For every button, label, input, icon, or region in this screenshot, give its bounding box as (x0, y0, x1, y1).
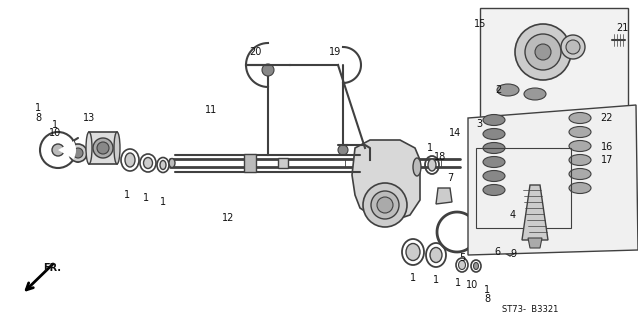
Text: 10: 10 (466, 280, 478, 290)
Polygon shape (528, 238, 542, 248)
Polygon shape (494, 220, 526, 256)
Circle shape (500, 228, 520, 248)
Bar (89, 132, 117, 164)
Ellipse shape (459, 260, 466, 269)
Text: 1: 1 (52, 120, 58, 130)
Text: 3: 3 (476, 119, 482, 129)
Text: 11: 11 (205, 105, 217, 115)
Text: 1: 1 (484, 285, 490, 295)
Wedge shape (58, 141, 76, 159)
Polygon shape (352, 140, 420, 220)
Circle shape (377, 197, 393, 213)
Circle shape (525, 34, 561, 70)
Ellipse shape (473, 262, 478, 269)
Ellipse shape (125, 153, 135, 167)
Polygon shape (480, 8, 628, 118)
Ellipse shape (483, 129, 505, 140)
Circle shape (262, 64, 274, 76)
Text: 1: 1 (455, 278, 461, 288)
Ellipse shape (569, 155, 591, 165)
Ellipse shape (483, 142, 505, 154)
Ellipse shape (114, 132, 120, 164)
Ellipse shape (569, 169, 591, 180)
Ellipse shape (569, 182, 591, 194)
Text: 22: 22 (601, 113, 613, 123)
Ellipse shape (497, 84, 519, 96)
Text: 14: 14 (449, 128, 461, 138)
Circle shape (73, 148, 83, 158)
Circle shape (52, 144, 64, 156)
Text: 16: 16 (601, 142, 613, 152)
Ellipse shape (247, 158, 253, 167)
Ellipse shape (430, 247, 442, 262)
Ellipse shape (524, 88, 546, 100)
Ellipse shape (428, 159, 436, 171)
Circle shape (338, 145, 348, 155)
Text: 8: 8 (484, 294, 490, 304)
Text: 19: 19 (329, 47, 341, 57)
Text: 20: 20 (249, 47, 261, 57)
Circle shape (69, 144, 87, 162)
Text: 8: 8 (35, 113, 41, 123)
Text: 17: 17 (601, 155, 613, 165)
Text: 12: 12 (222, 213, 234, 223)
Bar (476, 148, 571, 228)
Polygon shape (522, 185, 548, 240)
Circle shape (515, 24, 571, 80)
Circle shape (371, 191, 399, 219)
Polygon shape (436, 188, 452, 204)
Text: 1: 1 (143, 193, 149, 203)
Ellipse shape (483, 171, 505, 181)
Text: 1: 1 (124, 190, 130, 200)
Ellipse shape (413, 158, 421, 176)
Bar (494, 228, 508, 244)
Text: 1: 1 (433, 275, 439, 285)
Ellipse shape (483, 156, 505, 167)
Text: 2: 2 (495, 85, 501, 95)
Bar (244, 154, 256, 172)
Ellipse shape (144, 157, 152, 169)
Ellipse shape (160, 161, 166, 170)
Ellipse shape (569, 113, 591, 124)
Circle shape (97, 142, 109, 154)
Ellipse shape (86, 132, 92, 164)
Text: 21: 21 (616, 23, 628, 33)
Circle shape (561, 35, 585, 59)
Circle shape (566, 40, 580, 54)
Ellipse shape (483, 115, 505, 125)
Circle shape (363, 183, 407, 227)
Text: 1: 1 (427, 143, 433, 153)
Text: 6: 6 (494, 247, 500, 257)
Text: 1: 1 (160, 197, 166, 207)
Ellipse shape (483, 185, 505, 196)
Text: FR.: FR. (43, 263, 61, 273)
Text: 4: 4 (510, 210, 516, 220)
Circle shape (93, 138, 113, 158)
Text: 10: 10 (49, 128, 61, 138)
Ellipse shape (406, 244, 420, 260)
Text: ST73-  B3321: ST73- B3321 (502, 306, 558, 315)
Text: 9: 9 (510, 249, 516, 259)
Ellipse shape (569, 140, 591, 151)
Text: 13: 13 (83, 113, 95, 123)
Text: 18: 18 (434, 152, 446, 162)
Circle shape (535, 44, 551, 60)
Text: 15: 15 (474, 19, 486, 29)
Text: 7: 7 (447, 173, 453, 183)
Ellipse shape (569, 126, 591, 138)
Text: 1: 1 (35, 103, 41, 113)
Ellipse shape (169, 158, 175, 167)
Bar (278, 158, 288, 168)
Text: 5: 5 (459, 253, 465, 263)
Polygon shape (468, 105, 638, 255)
Text: 1: 1 (410, 273, 416, 283)
